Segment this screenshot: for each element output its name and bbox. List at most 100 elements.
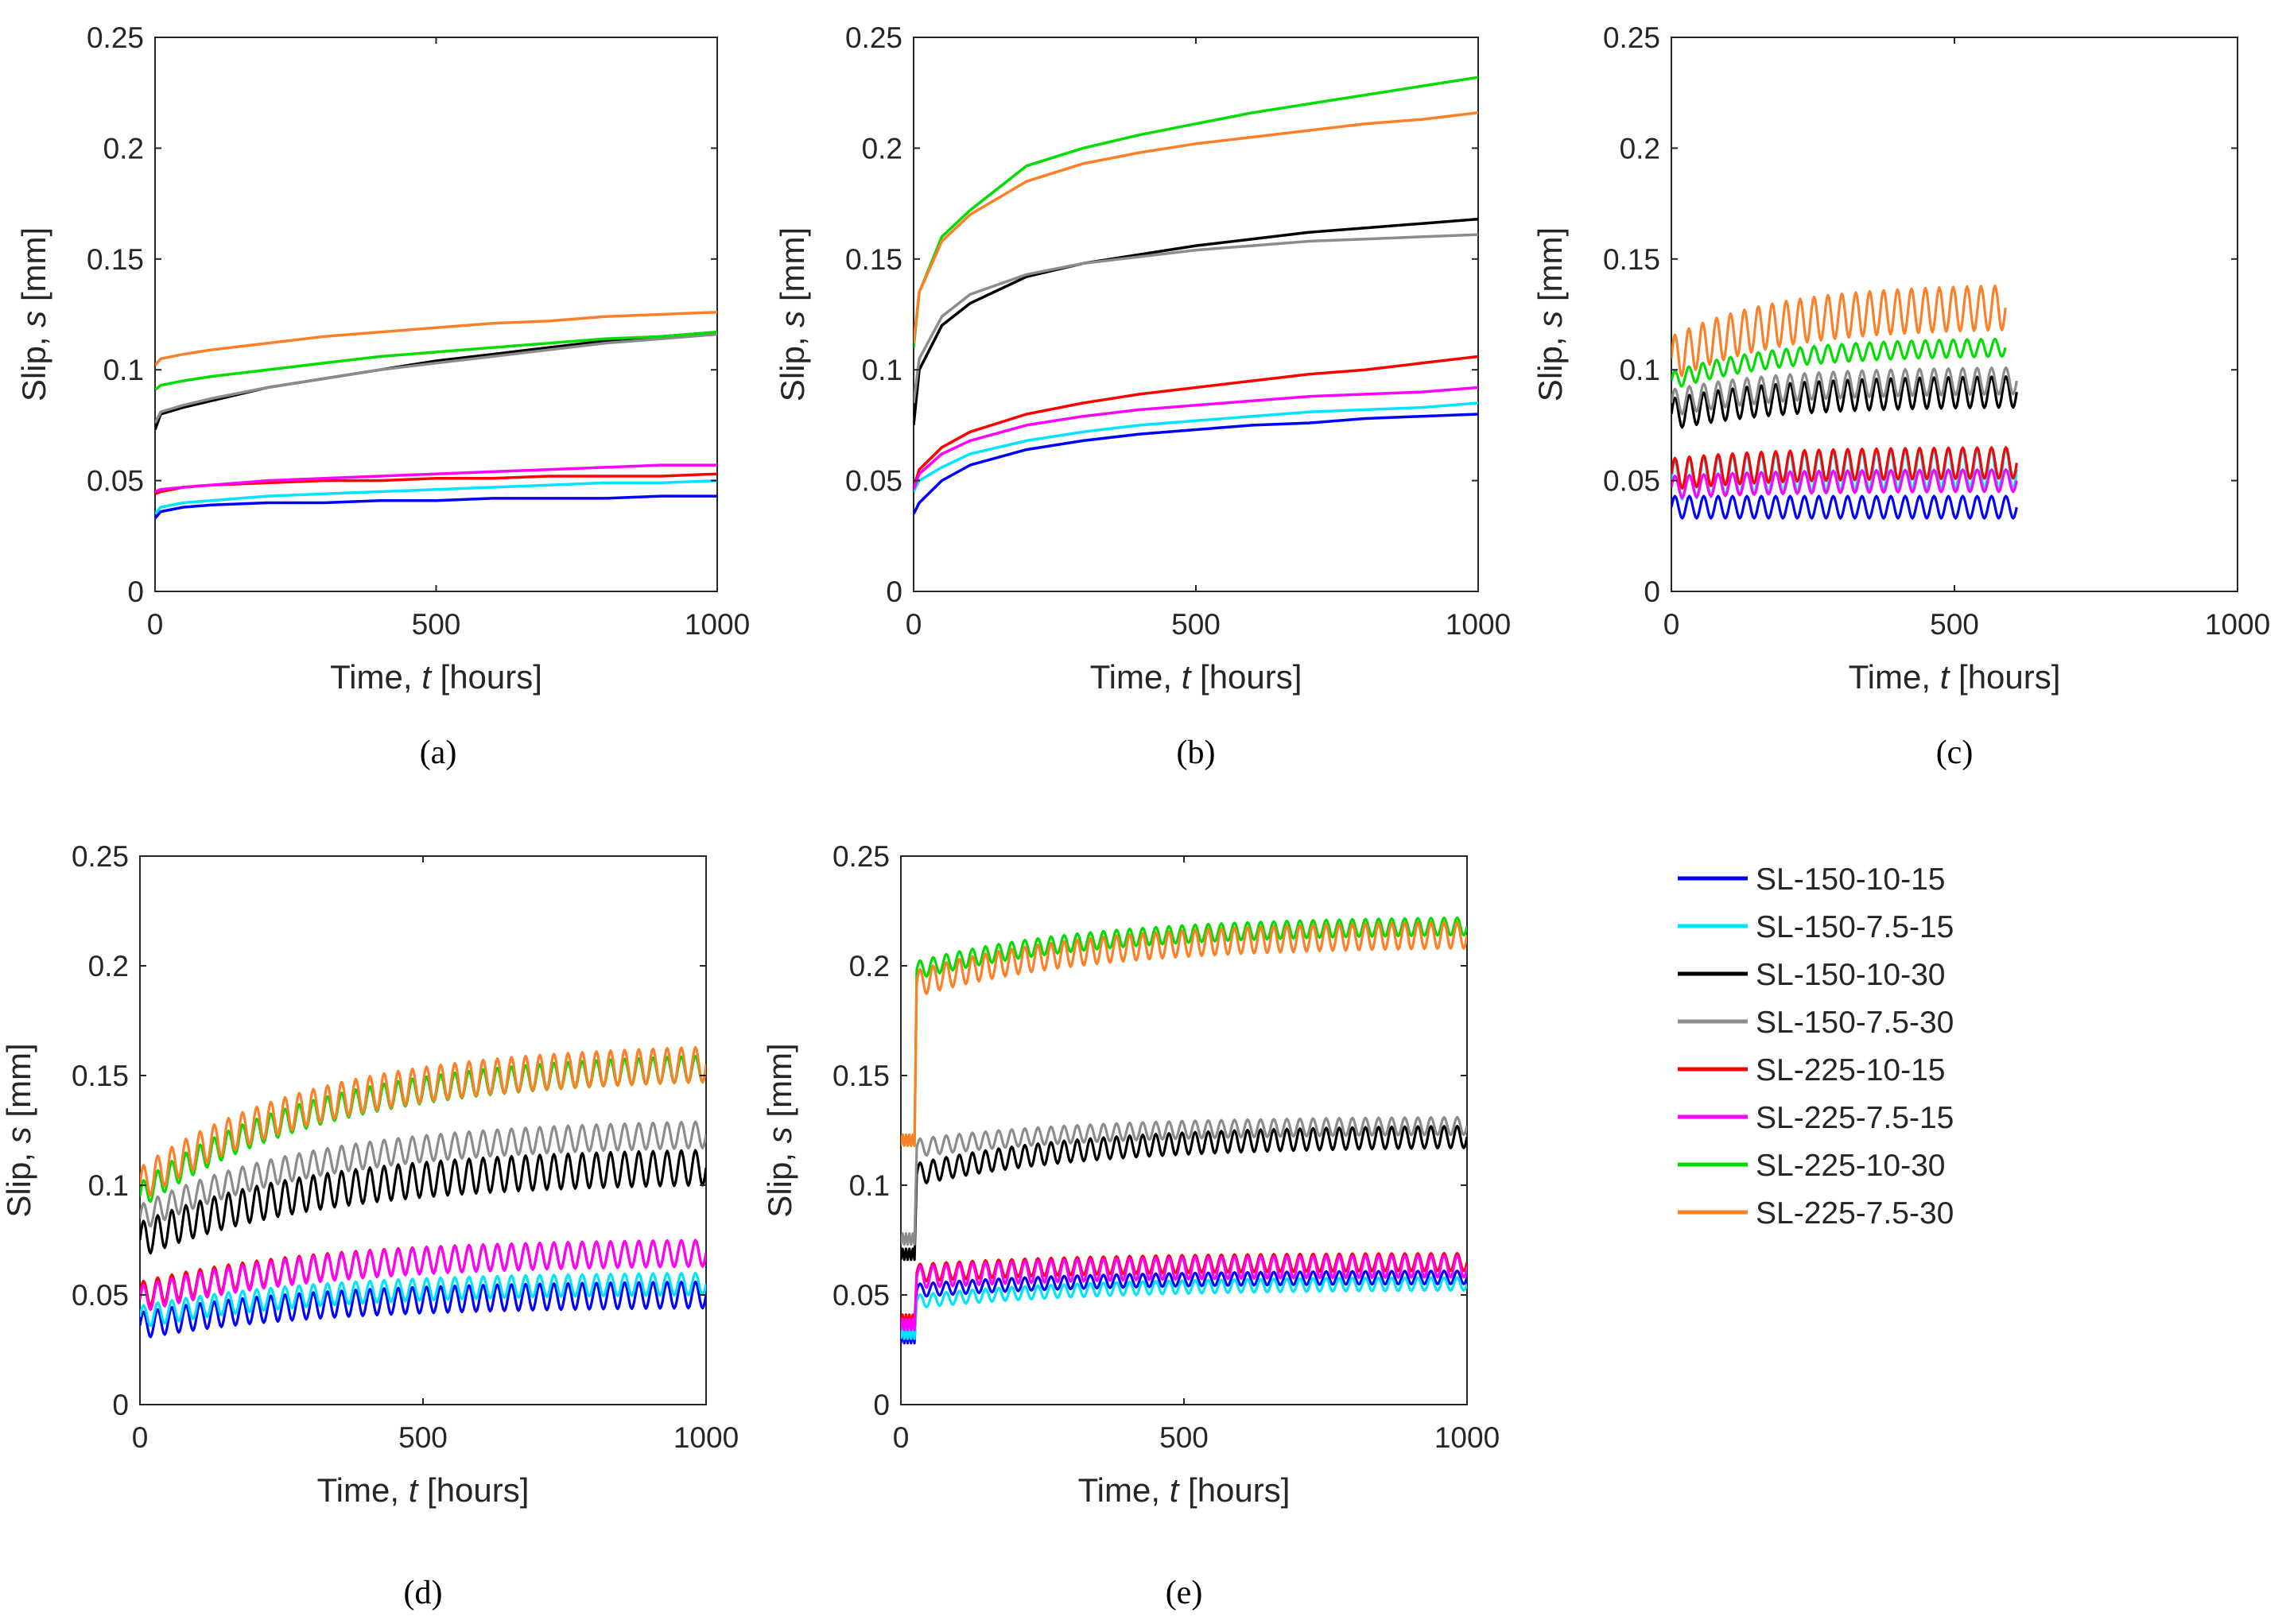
axes-frame	[154, 37, 718, 592]
legend-item-sl-150-10-30: SL-150-10-30	[1678, 958, 1946, 992]
x-tick-label: 500	[398, 1421, 448, 1454]
series-sl-150-10-30	[914, 217, 1478, 426]
y-tick-label: 0.05	[833, 1279, 890, 1312]
panel-caption: (b)	[1177, 734, 1216, 771]
y-axis-label: Slip, s [mm]	[15, 227, 52, 401]
x-tick-label: 1000	[1434, 1421, 1500, 1454]
series-sl-225-7-5-15	[1671, 468, 2018, 499]
y-tick-label: 0.05	[72, 1279, 129, 1312]
legend-label: SL-225-7.5-30	[1756, 1196, 1954, 1231]
panel-caption: (c)	[1936, 734, 1974, 771]
x-tick-label: 0	[893, 1421, 910, 1454]
y-tick-label: 0.25	[845, 21, 902, 54]
legend-label: SL-150-10-30	[1756, 958, 1946, 992]
x-axis-label: Time, t [hours]	[317, 1471, 530, 1509]
y-axis-label: Slip, s [mm]	[0, 1043, 37, 1217]
series-sl-150-10-30	[901, 1125, 1467, 1262]
series-sl-225-7-5-30	[140, 1045, 706, 1197]
series-sl-150-10-15	[1671, 494, 2018, 520]
series-sl-225-7-5-15	[901, 1254, 1467, 1331]
series-sl-150-7-5-30	[1671, 366, 2018, 416]
axes-frame	[1671, 37, 2238, 592]
y-tick-label: 0.2	[103, 132, 144, 165]
x-tick-label: 1000	[685, 608, 750, 641]
series-sl-150-10-15	[901, 1269, 1467, 1345]
y-axis-label: Slip, s [mm]	[774, 227, 811, 401]
y-tick-label: 0.1	[862, 354, 902, 386]
y-tick-label: 0.15	[72, 1060, 129, 1092]
y-tick-label: 0	[1644, 576, 1660, 608]
y-tick-label: 0.15	[87, 243, 144, 276]
y-tick-label: 0.15	[833, 1060, 890, 1092]
panel-e: 0 0.05 0.1 0.15 0.2 0.25 0 500 1000 Time, t [hour…	[761, 840, 1500, 1611]
series-sl-150-10-30	[140, 1149, 706, 1255]
x-tick-label: 500	[1930, 608, 1979, 641]
panel-caption: (a)	[420, 734, 457, 771]
series-sl-225-7-5-30	[1671, 284, 2007, 378]
series-sl-150-7-5-30	[901, 1115, 1467, 1246]
legend-item-sl-225-10-30: SL-225-10-30	[1678, 1149, 1946, 1183]
series-group	[914, 76, 1478, 515]
x-tick-label: 500	[1171, 608, 1221, 641]
x-tick-label: 1000	[1446, 608, 1511, 641]
y-tick-label: 0.2	[1620, 132, 1660, 165]
legend-item-sl-225-7-5-15: SL-225-7.5-15	[1678, 1101, 1954, 1135]
x-axis-label: Time, t [hours]	[1078, 1471, 1291, 1509]
series-group	[1671, 284, 2018, 520]
legend-item-sl-150-10-15: SL-150-10-15	[1678, 862, 1946, 897]
legend: SL-150-10-15 SL-150-7.5-15 SL-150-10-30 SL-…	[1678, 862, 1954, 1231]
series-group	[140, 1045, 706, 1339]
panels: 0 0.05 0.1 0.15 0.2 0.25 0 500 1000 Time, t [hour…	[0, 21, 2270, 1611]
series-sl-225-7-5-15	[914, 386, 1478, 490]
series-sl-225-10-30	[914, 76, 1478, 348]
panel-caption: (d)	[404, 1575, 443, 1611]
panel-d: 0 0.05 0.1 0.15 0.2 0.25 0 500 1000 Time, t [hour…	[0, 840, 739, 1611]
y-tick-label: 0.25	[1603, 21, 1660, 54]
x-tick-label: 500	[412, 608, 461, 641]
panel-caption: (e)	[1166, 1575, 1203, 1611]
y-tick-label: 0.2	[88, 950, 129, 983]
series-sl-225-7-5-30	[901, 921, 1467, 1147]
y-tick-label: 0.1	[88, 1169, 129, 1202]
series-sl-225-10-30	[155, 331, 717, 391]
series-sl-150-7-5-30	[155, 332, 717, 424]
y-tick-label: 0.1	[103, 354, 144, 386]
x-tick-label: 0	[1663, 608, 1680, 641]
y-tick-label: 0	[127, 576, 144, 608]
legend-item-sl-150-7-5-15: SL-150-7.5-15	[1678, 910, 1954, 944]
y-tick-label: 0.25	[87, 21, 144, 54]
x-axis-label: Time, t [hours]	[330, 658, 542, 696]
y-tick-label: 0.05	[1603, 465, 1660, 498]
y-tick-label: 0.05	[87, 465, 144, 498]
legend-label: SL-225-10-15	[1756, 1053, 1946, 1087]
series-sl-150-10-15	[140, 1280, 706, 1339]
legend-label: SL-150-7.5-30	[1756, 1006, 1954, 1040]
legend-label: SL-225-7.5-15	[1756, 1101, 1954, 1135]
series-sl-150-7-5-15	[140, 1271, 706, 1327]
series-sl-225-7-5-30	[914, 111, 1478, 343]
y-tick-label: 0.15	[845, 243, 902, 276]
x-tick-label: 1000	[673, 1421, 739, 1454]
legend-item-sl-225-10-15: SL-225-10-15	[1678, 1053, 1946, 1087]
series-sl-225-10-30	[901, 916, 1467, 1147]
y-tick-label: 0.2	[849, 950, 890, 983]
series-sl-150-10-15	[914, 413, 1478, 515]
x-axis-label: Time, t [hours]	[1090, 658, 1302, 696]
x-tick-label: 0	[906, 608, 922, 641]
legend-item-sl-150-7-5-30: SL-150-7.5-30	[1678, 1006, 1954, 1040]
series-sl-225-10-30	[1671, 337, 2007, 388]
panel-c: 0 0.05 0.1 0.15 0.2 0.25 0 500 1000 Time, t [hour…	[1531, 21, 2270, 771]
series-group	[901, 916, 1467, 1345]
series-sl-225-7-5-15	[140, 1238, 706, 1312]
y-tick-label: 0.25	[72, 840, 129, 873]
y-axis-label: Slip, s [mm]	[1531, 227, 1569, 401]
series-sl-225-10-15	[914, 355, 1478, 488]
y-tick-label: 0	[886, 576, 902, 608]
series-sl-150-10-15	[155, 494, 717, 520]
legend-label: SL-150-7.5-15	[1756, 910, 1954, 944]
y-tick-label: 0.15	[1603, 243, 1660, 276]
y-tick-label: 0	[873, 1389, 890, 1421]
series-sl-225-10-15	[1671, 446, 2018, 490]
x-tick-label: 0	[132, 1421, 149, 1454]
